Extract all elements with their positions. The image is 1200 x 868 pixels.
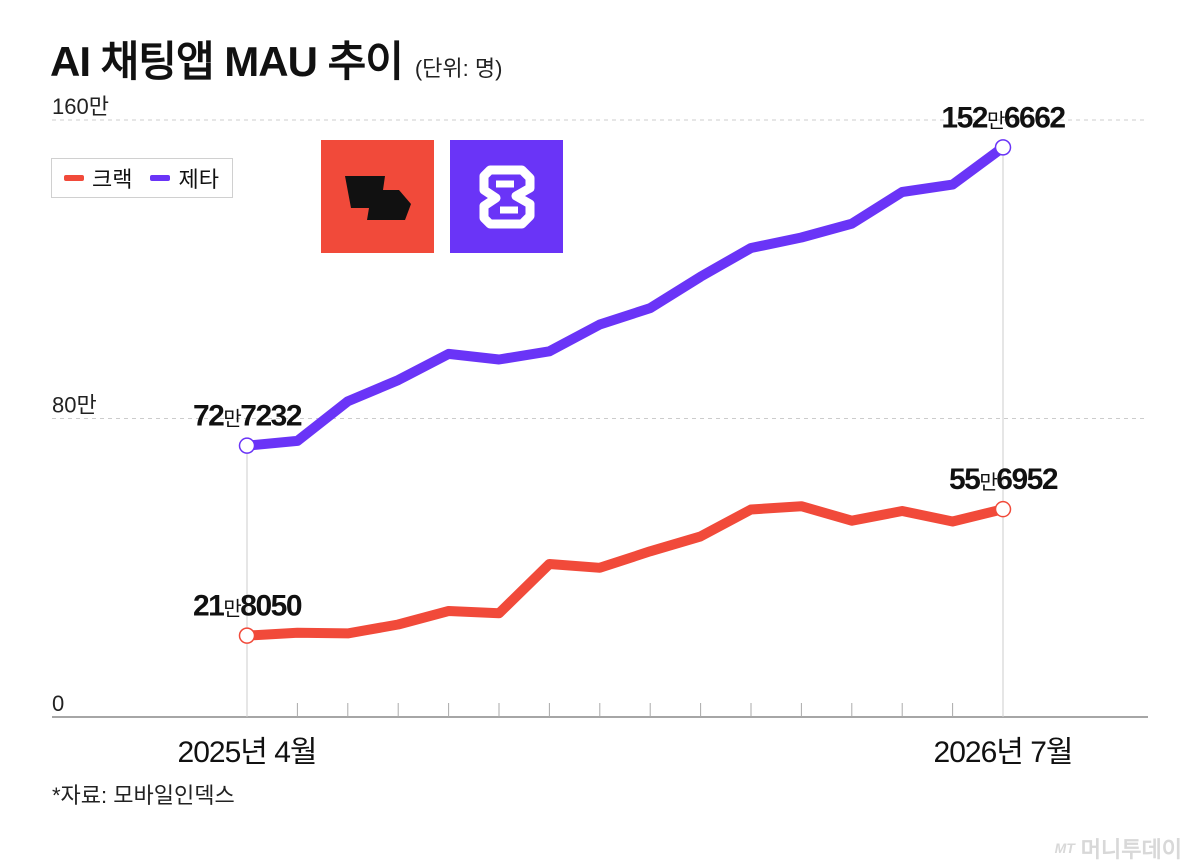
series-line-1 xyxy=(242,142,1008,451)
legend-swatch-crack xyxy=(64,175,84,181)
y-tick-label-1: 80만 xyxy=(52,393,97,418)
watermark-brand: MT xyxy=(1054,840,1075,856)
legend-label-zeta: 제타 xyxy=(178,167,219,192)
zeta-logo xyxy=(450,140,563,253)
endpoint-marker-0-0 xyxy=(238,627,256,644)
legend-label-crack: 크랙 xyxy=(92,167,133,192)
x-label-0: 2025년 4월 xyxy=(178,736,317,769)
endpoint-marker-1-0 xyxy=(238,437,256,454)
watermark: MT 머니투데이 xyxy=(1055,832,1182,864)
watermark-text: 머니투데이 xyxy=(1080,837,1182,862)
data-label-1-0: 72만7232 xyxy=(193,400,302,433)
data-label-1-1: 152만6662 xyxy=(941,101,1065,134)
unit-label: (단위: 명) xyxy=(414,56,503,81)
y-tick-label-0: 0 xyxy=(52,691,64,716)
crack-logo xyxy=(321,140,434,253)
data-label-0-0: 21만8050 xyxy=(193,590,302,623)
legend-item-crack: 크랙 xyxy=(64,162,132,194)
x-label-1: 2026년 7월 xyxy=(934,736,1073,769)
legend-swatch-zeta xyxy=(150,175,171,181)
series-line-0 xyxy=(242,501,1008,641)
legend: 크랙 제타 xyxy=(51,158,233,198)
chart-title: AI 채팅앱 MAU 추이 xyxy=(50,38,404,85)
source-note: *자료: 모바일인덱스 xyxy=(52,783,235,808)
title-block: AI 채팅앱 MAU 추이 (단위: 명) xyxy=(50,28,502,89)
legend-item-zeta: 제타 xyxy=(150,162,219,194)
endpoint-marker-1-1 xyxy=(994,139,1012,156)
y-tick-label-2: 160만 xyxy=(52,94,109,119)
data-label-0-1: 55만6952 xyxy=(949,463,1058,496)
endpoint-marker-0-1 xyxy=(994,500,1012,518)
